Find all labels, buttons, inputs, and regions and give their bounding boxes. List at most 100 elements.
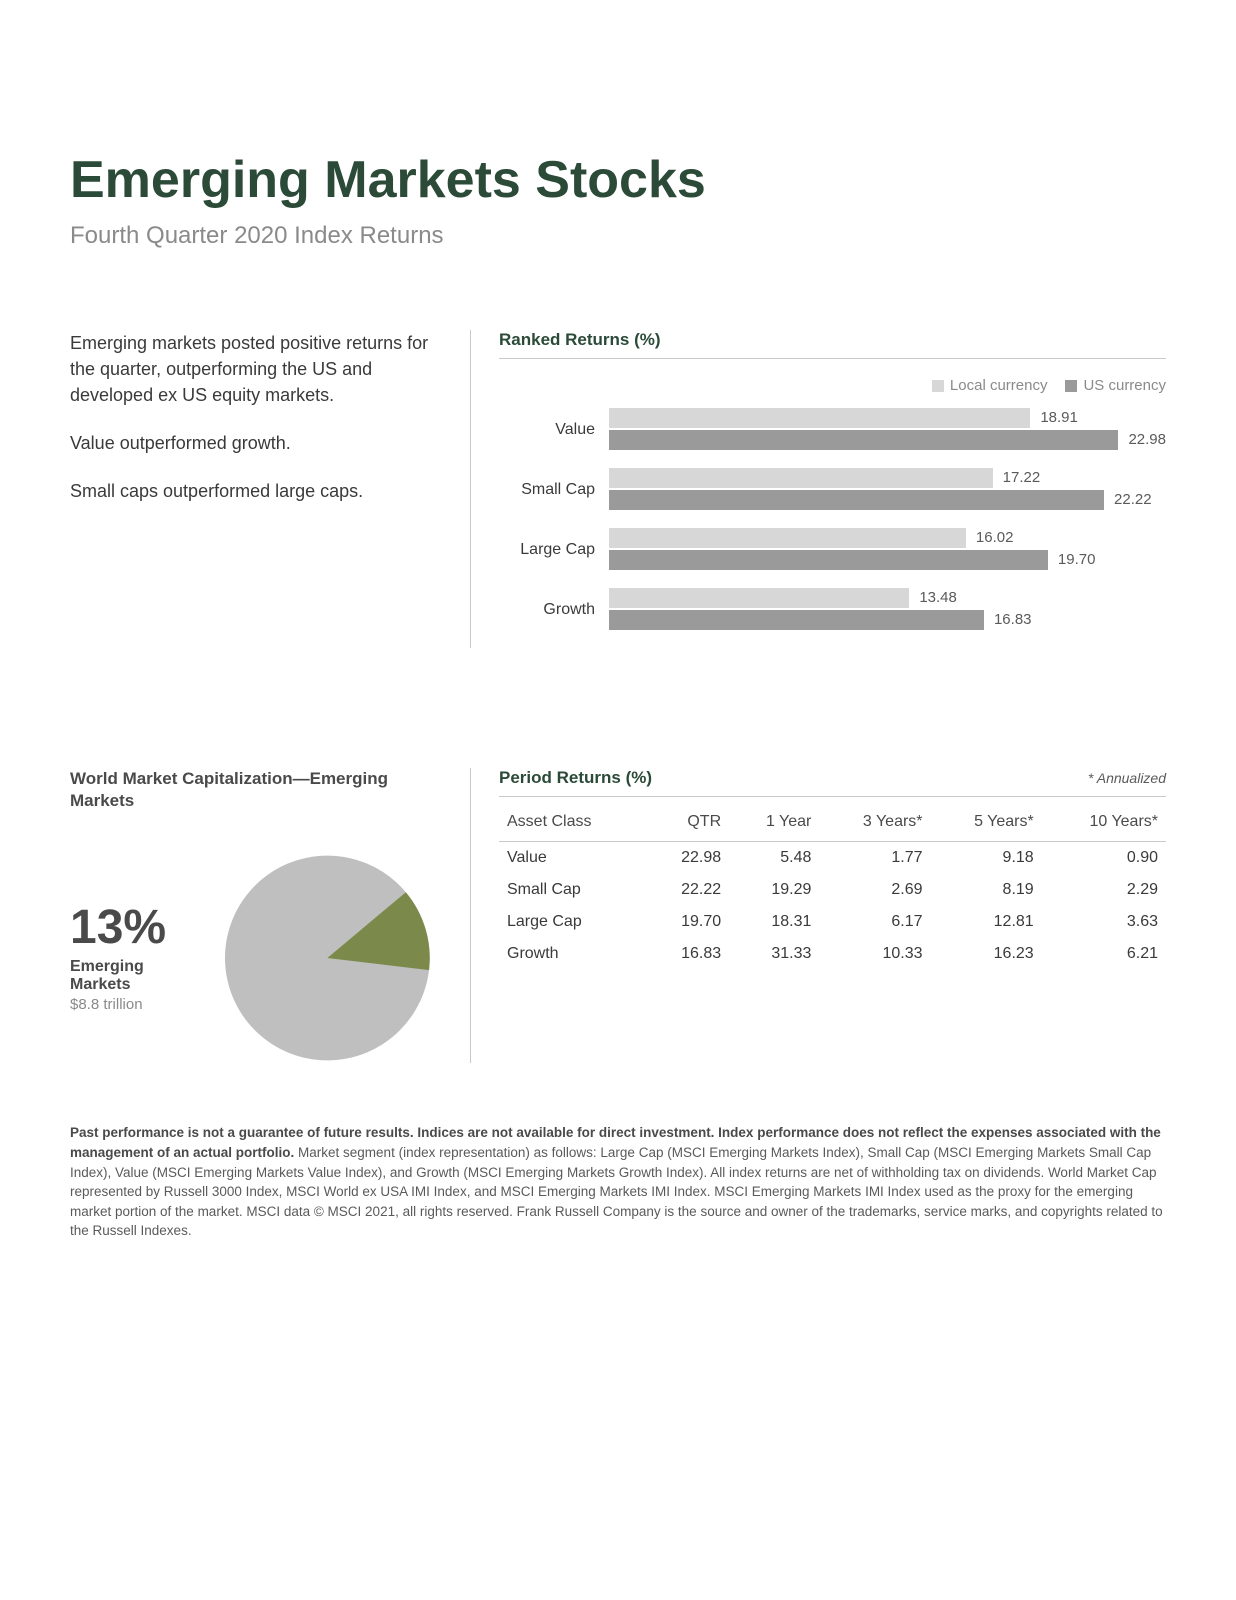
bar-category-label: Large Cap	[499, 541, 609, 559]
bar-value: 17.22	[1003, 469, 1041, 486]
bar-rect	[609, 550, 1048, 570]
table-col-header: 10 Years*	[1042, 807, 1166, 842]
bottom-row: World Market Capitalization—Emerging Mar…	[70, 768, 1166, 1064]
table-cell: 0.90	[1042, 841, 1166, 874]
period-returns-table: Asset ClassQTR1 Year3 Years*5 Years*10 Y…	[499, 807, 1166, 970]
market-cap-title: World Market Capitalization—Emerging Mar…	[70, 768, 430, 814]
table-row: Growth16.8331.3310.3316.236.21	[499, 938, 1166, 970]
market-cap-text: 13% Emerging Markets $8.8 trillion	[70, 904, 205, 1013]
bar: 13.48	[609, 588, 1166, 608]
table-cell: 12.81	[931, 906, 1042, 938]
table-cell: 6.17	[819, 906, 930, 938]
summary-p3: Small caps outperformed large caps.	[70, 478, 430, 504]
legend-label: Local currency	[950, 377, 1048, 394]
table-header-row: Asset ClassQTR1 Year3 Years*5 Years*10 Y…	[499, 807, 1166, 842]
summary-column: Emerging markets posted positive returns…	[70, 330, 430, 648]
bar-rect	[609, 408, 1030, 428]
table-cell: Growth	[499, 938, 647, 970]
ranked-returns-chart: Ranked Returns (%) Local currency US curr…	[470, 330, 1166, 648]
bar-group: 13.48 16.83	[609, 588, 1166, 632]
bar-category-label: Value	[499, 421, 609, 439]
ranked-returns-title: Ranked Returns (%)	[499, 330, 1166, 359]
bar-value: 22.98	[1128, 431, 1166, 448]
period-returns-header: Period Returns (%) * Annualized	[499, 768, 1166, 797]
table-cell: 2.69	[819, 874, 930, 906]
bar: 16.83	[609, 610, 1166, 630]
bar: 22.22	[609, 490, 1166, 510]
bar-row: Small Cap 17.22 22.22	[499, 468, 1166, 512]
bar: 16.02	[609, 528, 1166, 548]
summary-p1: Emerging markets posted positive returns…	[70, 330, 430, 408]
table-row: Value22.985.481.779.180.90	[499, 841, 1166, 874]
table-cell: 19.70	[647, 906, 729, 938]
table-cell: 16.83	[647, 938, 729, 970]
bar: 19.70	[609, 550, 1166, 570]
ranked-returns-bars: Value 18.91 22.98 Small Cap 17.22 22.22 Large …	[499, 408, 1166, 632]
table-row: Large Cap19.7018.316.1712.813.63	[499, 906, 1166, 938]
table-col-header: 3 Years*	[819, 807, 930, 842]
legend-swatch	[1065, 380, 1077, 392]
bar: 22.98	[609, 430, 1166, 450]
bar-row: Growth 13.48 16.83	[499, 588, 1166, 632]
table-cell: 16.23	[931, 938, 1042, 970]
market-cap-amount: $8.8 trillion	[70, 996, 205, 1013]
market-cap-pie-icon	[225, 853, 430, 1063]
bar-value: 13.48	[919, 589, 957, 606]
market-cap-label: Emerging Markets	[70, 958, 205, 994]
legend-item: US currency	[1065, 377, 1166, 394]
bar-value: 19.70	[1058, 551, 1096, 568]
table-cell: 8.19	[931, 874, 1042, 906]
period-returns-note: * Annualized	[1088, 770, 1166, 786]
table-col-header: QTR	[647, 807, 729, 842]
top-row: Emerging markets posted positive returns…	[70, 330, 1166, 648]
table-cell: 5.48	[729, 841, 819, 874]
page-subtitle: Fourth Quarter 2020 Index Returns	[70, 222, 1166, 250]
legend-swatch	[932, 380, 944, 392]
legend-item: Local currency	[932, 377, 1048, 394]
bar: 17.22	[609, 468, 1166, 488]
bar-value: 22.22	[1114, 491, 1152, 508]
bar-value: 18.91	[1040, 409, 1078, 426]
bar-row: Large Cap 16.02 19.70	[499, 528, 1166, 572]
bar-rect	[609, 588, 909, 608]
table-cell: Large Cap	[499, 906, 647, 938]
market-cap-percent: 13%	[70, 904, 205, 952]
summary-p2: Value outperformed growth.	[70, 430, 430, 456]
table-col-header: 5 Years*	[931, 807, 1042, 842]
table-cell: Small Cap	[499, 874, 647, 906]
table-cell: 2.29	[1042, 874, 1166, 906]
disclaimer: Past performance is not a guarantee of f…	[70, 1123, 1166, 1240]
bar-value: 16.02	[976, 529, 1014, 546]
bar: 18.91	[609, 408, 1166, 428]
table-cell: 22.98	[647, 841, 729, 874]
table-cell: 19.29	[729, 874, 819, 906]
table-cell: 31.33	[729, 938, 819, 970]
table-cell: 22.22	[647, 874, 729, 906]
legend-label: US currency	[1083, 377, 1166, 394]
table-col-header: 1 Year	[729, 807, 819, 842]
period-returns-column: Period Returns (%) * Annualized Asset Cl…	[470, 768, 1166, 1064]
table-cell: 18.31	[729, 906, 819, 938]
table-cell: Value	[499, 841, 647, 874]
market-cap-block: 13% Emerging Markets $8.8 trillion	[70, 853, 430, 1063]
bar-category-label: Growth	[499, 601, 609, 619]
table-col-header: Asset Class	[499, 807, 647, 842]
table-cell: 6.21	[1042, 938, 1166, 970]
bar-group: 16.02 19.70	[609, 528, 1166, 572]
bar-rect	[609, 430, 1118, 450]
table-row: Small Cap22.2219.292.698.192.29	[499, 874, 1166, 906]
market-cap-column: World Market Capitalization—Emerging Mar…	[70, 768, 430, 1064]
bar-group: 17.22 22.22	[609, 468, 1166, 512]
bar-rect	[609, 610, 984, 630]
period-returns-title: Period Returns (%)	[499, 768, 652, 788]
bar-value: 16.83	[994, 611, 1032, 628]
page-title: Emerging Markets Stocks	[70, 150, 1166, 210]
bar-row: Value 18.91 22.98	[499, 408, 1166, 452]
bar-category-label: Small Cap	[499, 481, 609, 499]
table-cell: 10.33	[819, 938, 930, 970]
bar-rect	[609, 490, 1104, 510]
bar-group: 18.91 22.98	[609, 408, 1166, 452]
table-cell: 9.18	[931, 841, 1042, 874]
table-cell: 1.77	[819, 841, 930, 874]
table-cell: 3.63	[1042, 906, 1166, 938]
